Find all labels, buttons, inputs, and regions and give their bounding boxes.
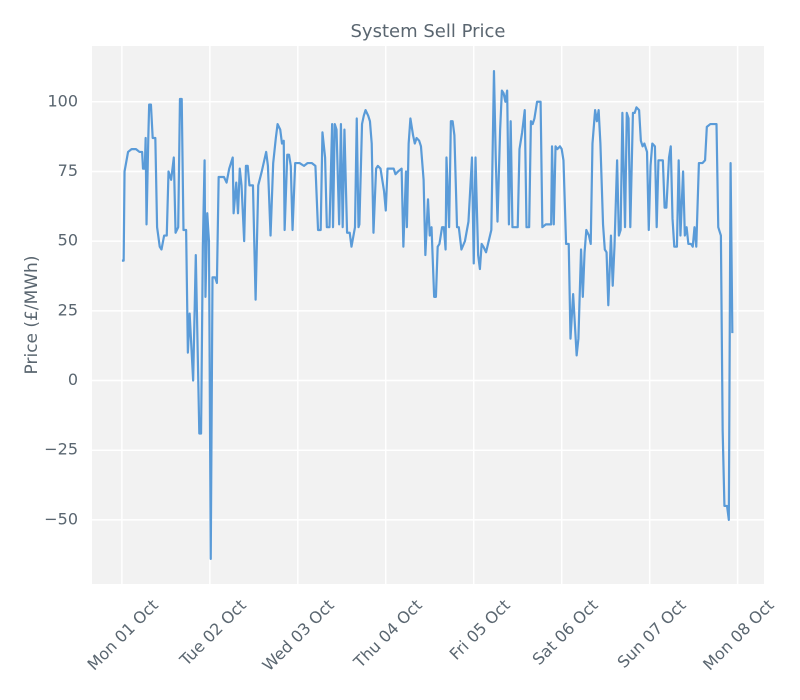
price-line: [121, 69, 734, 561]
x-tick-label: Wed 03 Oct: [259, 596, 338, 675]
y-tick-label: 0: [68, 370, 78, 389]
y-tick-label: 50: [58, 231, 78, 250]
y-tick-label: −50: [44, 509, 78, 528]
plot-area: [92, 46, 764, 584]
x-tick-label: Fri 05 Oct: [446, 596, 514, 664]
x-tick-label: Sun 07 Oct: [614, 596, 690, 672]
y-tick-label: −25: [44, 440, 78, 459]
x-tick-label: Mon 01 Oct: [83, 596, 161, 674]
x-tick-label: Mon 08 Oct: [699, 596, 777, 674]
y-axis-label: Price (£/MWh): [22, 256, 42, 375]
y-tick-label: 25: [58, 300, 78, 319]
x-tick-label: Tue 02 Oct: [175, 596, 250, 671]
y-tick-label: 100: [47, 91, 78, 110]
y-tick-label: 75: [58, 161, 78, 180]
x-tick-label: Thu 04 Oct: [349, 596, 426, 673]
x-tick-label: Sat 06 Oct: [529, 596, 602, 669]
chart-title: System Sell Price: [351, 21, 506, 42]
